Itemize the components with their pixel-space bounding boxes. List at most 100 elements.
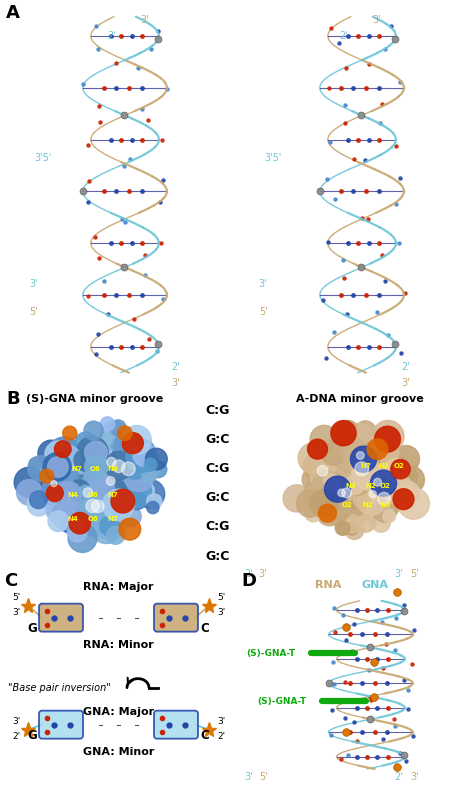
Circle shape [92,481,109,497]
Circle shape [123,489,138,503]
Circle shape [308,439,328,459]
Circle shape [83,488,93,497]
Circle shape [333,421,358,446]
Circle shape [381,483,401,503]
Circle shape [91,509,120,538]
Circle shape [376,463,397,484]
Circle shape [329,482,342,494]
Text: RNA: RNA [316,580,342,589]
Text: C: C [201,729,210,742]
Text: 3'5': 3'5' [34,153,51,163]
Text: 3': 3' [245,772,253,782]
Circle shape [69,480,91,502]
Text: C: C [4,572,17,589]
Circle shape [107,526,125,544]
Text: N7: N7 [108,492,118,498]
Text: N2: N2 [365,483,376,489]
Circle shape [90,523,102,536]
Circle shape [369,491,376,498]
Circle shape [365,502,388,525]
Circle shape [107,458,116,466]
Circle shape [112,460,125,473]
Text: (S)-GNA-T: (S)-GNA-T [246,649,295,657]
Circle shape [342,450,359,466]
Circle shape [146,448,167,470]
Circle shape [352,462,378,488]
Circle shape [391,459,410,479]
Circle shape [368,436,399,467]
Circle shape [321,466,337,481]
Text: 2': 2' [245,570,253,579]
Circle shape [84,421,103,440]
Circle shape [317,500,342,525]
Circle shape [97,486,114,503]
Text: GNA: Major: GNA: Major [83,707,154,716]
Circle shape [302,486,325,508]
Circle shape [373,498,397,522]
Text: 3': 3' [217,716,225,726]
Circle shape [336,451,366,481]
Circle shape [94,486,106,498]
Circle shape [371,470,396,496]
Text: O2: O2 [342,502,353,508]
Circle shape [110,518,123,530]
Circle shape [79,494,110,525]
Circle shape [75,432,97,454]
Circle shape [132,439,155,462]
Circle shape [29,491,47,509]
Circle shape [378,492,401,515]
Circle shape [73,495,94,517]
Circle shape [74,458,91,474]
Circle shape [101,478,127,504]
Circle shape [27,493,50,516]
Text: C:G: C:G [206,404,230,417]
Circle shape [110,420,126,436]
Circle shape [358,451,379,472]
Text: A-DNA minor groove: A-DNA minor groove [296,394,424,404]
Text: 2': 2' [171,362,180,372]
Circle shape [350,477,368,495]
Circle shape [336,451,357,473]
Circle shape [118,436,133,451]
Circle shape [356,498,374,515]
Circle shape [308,475,334,501]
Circle shape [121,507,141,526]
Text: N4: N4 [67,492,78,498]
Circle shape [45,441,73,469]
Circle shape [84,467,105,488]
Circle shape [99,445,112,458]
Circle shape [396,467,414,484]
Circle shape [366,474,380,488]
Text: G: G [27,622,37,634]
Circle shape [346,477,365,495]
Circle shape [337,522,350,534]
Circle shape [14,467,44,497]
Circle shape [345,475,365,495]
Circle shape [349,479,362,492]
Circle shape [305,476,332,503]
Circle shape [63,521,76,534]
Circle shape [46,498,69,521]
Circle shape [69,512,91,534]
Text: (S)-GNA-T: (S)-GNA-T [257,697,306,706]
Circle shape [122,462,135,476]
Circle shape [341,488,354,501]
Text: N3: N3 [345,483,356,489]
Circle shape [333,468,360,495]
Circle shape [68,523,97,552]
Circle shape [384,458,408,482]
Circle shape [346,522,358,535]
Circle shape [355,421,376,442]
Text: 2': 2' [12,731,20,741]
Circle shape [342,488,351,498]
Circle shape [298,443,329,473]
Circle shape [129,451,160,482]
Text: GNA: GNA [361,580,388,589]
Circle shape [296,490,324,518]
Circle shape [118,426,132,440]
Circle shape [371,484,397,511]
Circle shape [331,421,356,446]
Circle shape [355,511,376,533]
Circle shape [63,426,77,440]
Text: RNA: Major: RNA: Major [83,581,154,592]
